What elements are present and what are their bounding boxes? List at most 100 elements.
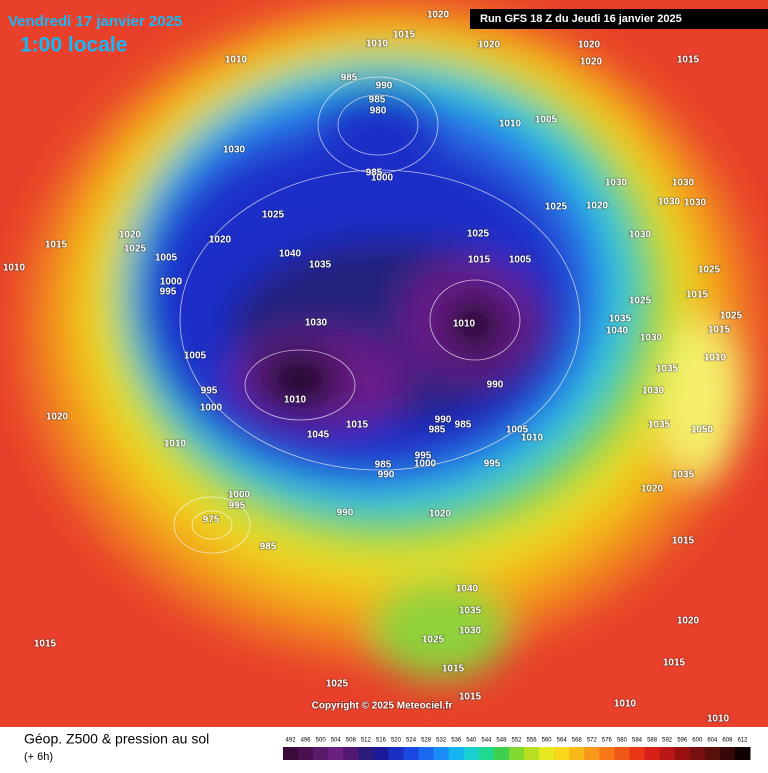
pressure-label: 995 (484, 459, 501, 470)
pressure-label: 1040 (279, 249, 302, 260)
pressure-label: 1030 (658, 197, 681, 208)
pressure-label: 1020 (427, 10, 450, 21)
scale-swatch (448, 747, 465, 760)
scale-label: 548 (496, 738, 507, 744)
scale-swatch (418, 747, 435, 760)
pressure-label: 1015 (393, 30, 416, 41)
scale-label: 512 (361, 738, 372, 744)
pressure-label: 1010 (225, 55, 248, 66)
scale-swatch (734, 747, 751, 760)
pressure-label: 1020 (209, 235, 232, 246)
scale-swatch (704, 747, 721, 760)
scale-swatch (403, 747, 420, 760)
copyright: Copyright © 2025 Meteociel.fr (312, 701, 453, 712)
pressure-label: 1030 (223, 145, 246, 156)
scale-label: 528 (421, 738, 432, 744)
scale-swatch (584, 747, 600, 760)
legend-subtitle: (+ 6h) (24, 751, 53, 763)
run-box (470, 9, 768, 29)
pressure-label: 1000 (160, 277, 183, 288)
pressure-label: 1010 (707, 714, 730, 725)
scale-label: 612 (737, 738, 748, 744)
scale-label: 520 (391, 738, 402, 744)
pressure-label: 1015 (468, 255, 491, 266)
scale-label: 608 (722, 738, 733, 744)
pressure-label: 1025 (326, 679, 349, 690)
pressure-label: 1030 (605, 178, 628, 189)
pressure-label: 1005 (509, 255, 532, 266)
pressure-label: 1020 (586, 201, 609, 212)
pressure-label: 1015 (459, 692, 482, 703)
pressure-label: 1025 (545, 202, 568, 213)
pressure-label: 1015 (442, 664, 465, 675)
pressure-label: 1035 (672, 470, 695, 481)
pressure-label: 1025 (698, 265, 721, 276)
scale-swatch (629, 747, 646, 760)
scale-label: 596 (677, 738, 688, 744)
pressure-label: 1015 (346, 420, 369, 431)
pressure-label: 990 (487, 380, 504, 391)
scale-swatch (508, 747, 525, 760)
pressure-label: 995 (415, 451, 432, 462)
pressure-label: 1000 (371, 173, 394, 184)
pressure-label: 1020 (119, 230, 142, 241)
scale-swatch (328, 747, 344, 760)
scale-label: 532 (436, 738, 447, 744)
pressure-label: 1010 (453, 319, 476, 330)
pressure-label: 1010 (499, 119, 522, 130)
pressure-label: 990 (378, 470, 395, 481)
pressure-label: 1005 (535, 115, 558, 126)
scale-label: 568 (572, 738, 583, 744)
scale-swatch (719, 747, 736, 760)
pressure-label: 975 (203, 515, 220, 526)
pressure-label: 995 (229, 501, 246, 512)
pressure-label: 1005 (184, 351, 207, 362)
scale-swatch (463, 747, 480, 760)
pressure-label: 1020 (46, 412, 69, 423)
pressure-label: 980 (370, 106, 387, 117)
pressure-label: 1015 (708, 325, 731, 336)
pressure-label: 1010 (704, 353, 727, 364)
pressure-label: 985 (429, 425, 446, 436)
pressure-label: 1025 (262, 210, 285, 221)
scale-label: 544 (481, 738, 492, 744)
scale-swatch (539, 747, 555, 760)
time: 1:00 locale (20, 34, 127, 57)
scale-swatch (298, 747, 314, 760)
scale-label: 588 (647, 738, 658, 744)
scale-label: 604 (707, 738, 718, 744)
pressure-label: 990 (337, 508, 354, 519)
pressure-label: 1000 (200, 403, 223, 414)
scale-label: 496 (301, 738, 312, 744)
color-scale: 492 496 500 504 508 512 516 520 524 528 532 536 540 5… (283, 738, 751, 760)
pressure-label: 1030 (684, 198, 707, 209)
pressure-label: 1040 (606, 326, 629, 337)
pressure-label: 1035 (609, 314, 632, 325)
date: Vendredi 17 janvier 2025 (8, 13, 182, 30)
pressure-label: 1015 (34, 639, 57, 650)
scale-swatch (644, 747, 661, 760)
scale-label: 556 (527, 738, 538, 744)
pressure-label: 1035 (656, 364, 679, 375)
scale-swatch (388, 747, 405, 760)
pressure-label: 1015 (672, 536, 695, 547)
scale-swatch (569, 747, 585, 760)
scale-swatch (283, 747, 299, 760)
pressure-label: 1015 (663, 658, 686, 669)
pressure-label: 1030 (672, 178, 695, 189)
pressure-label: 1010 (3, 263, 26, 274)
pressure-label: 1020 (578, 40, 601, 51)
pressure-label: 1025 (467, 229, 490, 240)
scale-swatch (373, 747, 389, 760)
scale-label: 504 (331, 738, 342, 744)
scale-label: 508 (346, 738, 357, 744)
scale-swatch (659, 747, 676, 760)
pressure-label: 1035 (459, 606, 482, 617)
pressure-labels: 1020 1015 1010 1020 1020 1020 1015 1010 985 990 98… (2, 9, 743, 726)
scale-swatch (614, 747, 630, 760)
scale-swatch (689, 747, 706, 760)
pressure-label: 1030 (629, 230, 652, 241)
pressure-label: 1020 (580, 57, 603, 68)
pressure-label: 1035 (309, 260, 332, 271)
pressure-label: 1040 (456, 584, 479, 595)
